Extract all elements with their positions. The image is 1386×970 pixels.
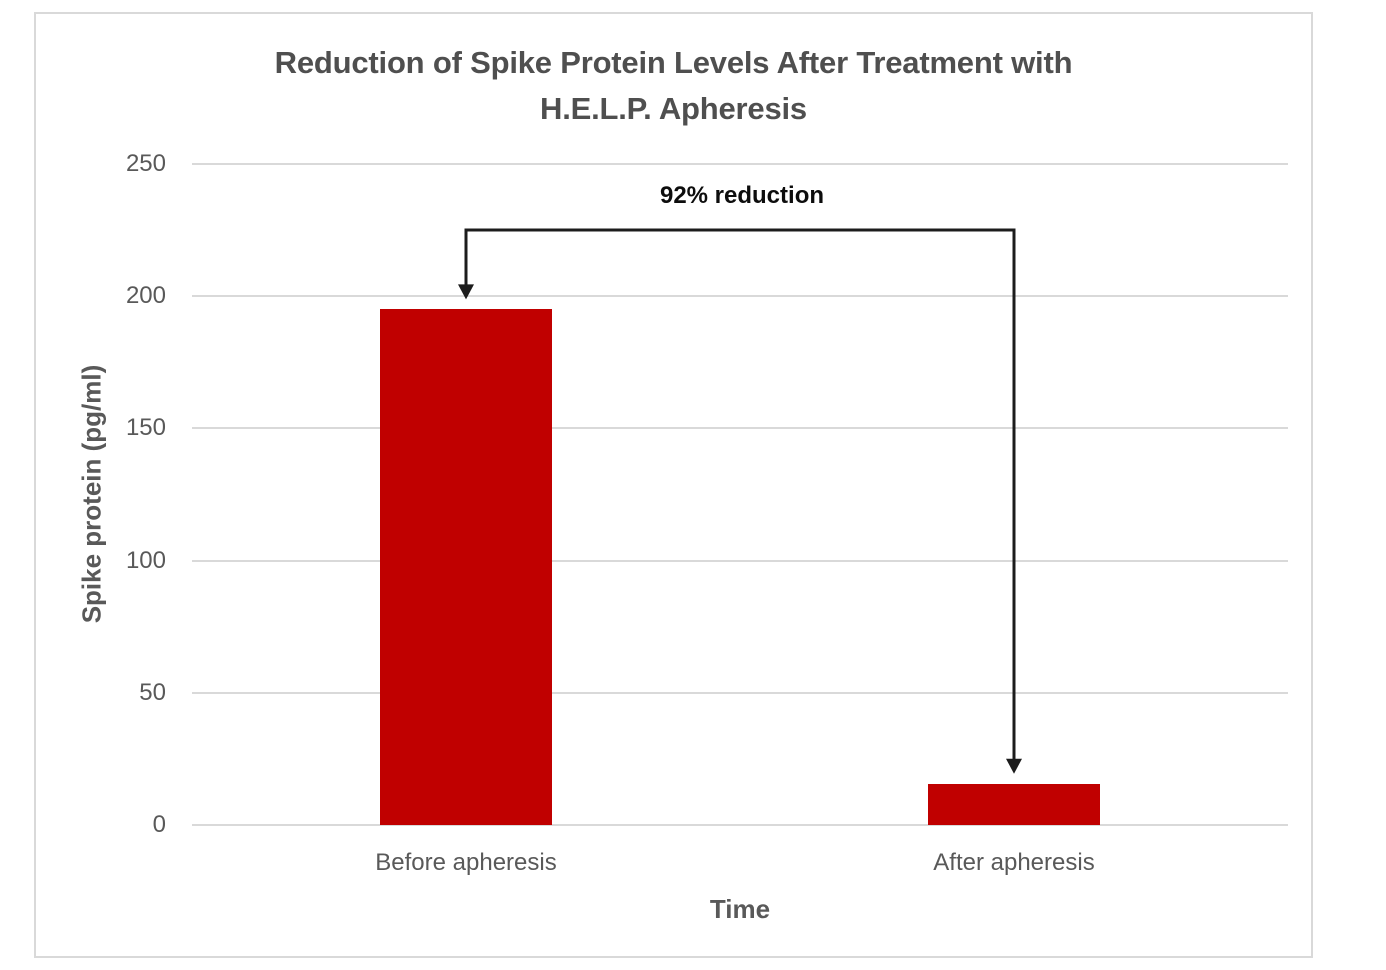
y-tick-label-100: 100: [125, 546, 166, 574]
gridline-200: [192, 295, 1288, 298]
y-tick-label-200: 200: [125, 282, 166, 310]
chart-title: Reduction of Spike Protein Levels After …: [36, 40, 1311, 132]
gridline-250: [192, 163, 1288, 165]
category-label-1: Before apheresis: [375, 849, 557, 876]
bar-after-apheresis: [928, 783, 1100, 825]
gridline-50: [192, 691, 1288, 694]
gridline-100: [192, 559, 1288, 562]
y-tick-label-50: 50: [139, 678, 166, 706]
y-axis-title: Spike protein (pg/ml): [76, 364, 107, 624]
y-tick-label-150: 150: [125, 414, 166, 442]
annotation-label: 92% reduction: [659, 182, 825, 209]
gridline-150: [192, 427, 1288, 430]
category-label-2: After apheresis: [933, 849, 1095, 876]
chart-title-line1: Reduction of Spike Protein Levels After …: [274, 45, 1073, 80]
x-axis-title: Time: [709, 894, 771, 924]
plot-area: 0 50 100 150 200 250 Before apheresis After ap…: [36, 14, 1311, 956]
reduction-arrow: [458, 228, 1022, 774]
gridline-0: [192, 824, 1288, 826]
bar-before-apheresis: [380, 309, 552, 825]
y-tick-label-250: 250: [125, 150, 166, 177]
chart-frame: Reduction of Spike Protein Levels After …: [34, 12, 1313, 958]
y-tick-label-0: 0: [152, 811, 166, 838]
chart-title-line2: H.E.L.P. Apheresis: [540, 91, 807, 126]
